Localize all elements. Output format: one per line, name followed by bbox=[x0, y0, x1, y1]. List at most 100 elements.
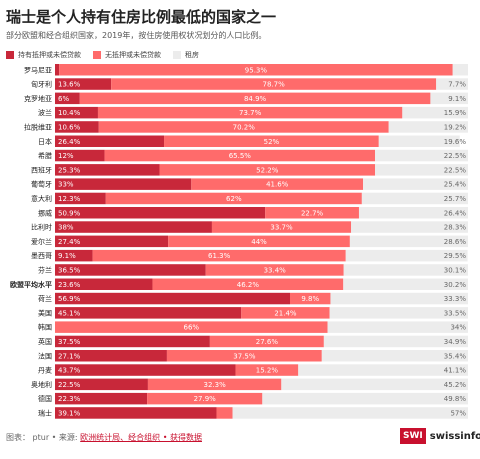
bar-segment-rent bbox=[361, 192, 468, 205]
category-label: 克罗地亚 bbox=[24, 94, 52, 103]
category-label: 西班牙 bbox=[31, 165, 52, 174]
bar-row: 法国 27.1% 37.5% 35.4% bbox=[38, 350, 468, 362]
bar-value-label: 32.3% bbox=[203, 381, 226, 389]
bar-value-label: 33% bbox=[58, 181, 74, 189]
bar-segment-owned-no-mortgage bbox=[97, 106, 403, 119]
bar-segment-rent bbox=[298, 364, 468, 376]
category-label: 爱尔兰 bbox=[31, 237, 52, 246]
bar-segment-owned-no-mortgage bbox=[164, 135, 379, 147]
bar-segment-owned-no-mortgage bbox=[159, 164, 376, 176]
bar-segment-owned-with-mortgage bbox=[55, 378, 148, 391]
bar-value-label: 56.9% bbox=[58, 295, 81, 303]
bar-value-label: 22.5% bbox=[444, 152, 467, 160]
bar-segment-owned-no-mortgage bbox=[104, 149, 376, 162]
bar-value-label: 61.3% bbox=[208, 252, 231, 260]
bar-segment-rent bbox=[345, 249, 468, 262]
bar-segment-rent bbox=[452, 64, 468, 76]
category-label: 拉脱维亚 bbox=[24, 122, 52, 131]
bar-value-label: 26.4% bbox=[444, 209, 467, 217]
legend-label-no-mortgage: 无抵押或未偿贷款 bbox=[105, 51, 161, 59]
category-label: 奥地利 bbox=[31, 380, 52, 389]
bar-segment-owned-with-mortgage bbox=[55, 392, 148, 405]
bar-segment-rent bbox=[343, 278, 468, 290]
category-label: 丹麦 bbox=[38, 366, 52, 375]
category-label: 欧盟平均水平 bbox=[10, 280, 52, 289]
category-label: 韩国 bbox=[38, 323, 52, 332]
category-label: 波兰 bbox=[38, 108, 52, 117]
bar-segment-owned-no-mortgage bbox=[105, 192, 362, 205]
bar-segment-owned-no-mortgage bbox=[147, 392, 263, 405]
bar-segment-rent bbox=[363, 178, 468, 190]
bar-value-label: 43.7% bbox=[58, 367, 81, 375]
bar-row: 英国 37.5% 27.6% 34.9% bbox=[38, 335, 468, 348]
bar-segment-owned-no-mortgage bbox=[92, 249, 346, 262]
footer-credit: 图表： ptur • 来源: bbox=[6, 433, 81, 442]
bar-value-label: 84.9% bbox=[244, 95, 267, 103]
bar-value-label: 23.6% bbox=[58, 281, 81, 289]
bar-value-label: 7.7% bbox=[448, 81, 466, 89]
bar-value-label: 57% bbox=[450, 409, 466, 417]
category-label: 意大利 bbox=[31, 194, 52, 203]
bar-value-label: 38% bbox=[58, 224, 74, 232]
bar-row: 欧盟平均水平 23.6% 46.2% 30.2% bbox=[10, 278, 468, 290]
bar-value-label: 65.5% bbox=[229, 152, 252, 160]
bar-value-label: 27.9% bbox=[194, 395, 217, 403]
bar-row: 芬兰 36.5% 33.4% 30.1% bbox=[38, 264, 468, 276]
bar-value-label: 6% bbox=[58, 95, 69, 103]
bar-row: 西班牙 25.3% 52.2% 22.5% bbox=[31, 164, 468, 176]
legend-item-mortgage: 持有抵押或未偿贷款 bbox=[6, 50, 81, 60]
bar-segment-rent bbox=[358, 207, 468, 219]
bar-value-label: 21.4% bbox=[274, 309, 297, 317]
bar-segment-owned-with-mortgage bbox=[55, 235, 169, 248]
bar-row: 墨西哥 9.1% 61.3% 29.5% bbox=[31, 249, 468, 262]
bar-value-label: 33.5% bbox=[444, 309, 467, 317]
swissinfo-logo[interactable]: SWI swissinfo.ch bbox=[400, 428, 480, 444]
bar-segment-owned-with-mortgage bbox=[55, 249, 93, 262]
category-label: 美国 bbox=[38, 308, 52, 317]
bar-segment-rent bbox=[375, 149, 468, 162]
bar-value-label: 22.7% bbox=[301, 209, 324, 217]
bar-segment-owned-with-mortgage bbox=[55, 164, 160, 176]
bar-row: 爱尔兰 27.4% 44% 28.6% bbox=[31, 235, 468, 248]
category-label: 匈牙利 bbox=[31, 80, 52, 89]
bar-value-label: 44% bbox=[251, 238, 267, 246]
footer-source-link[interactable]: 欧洲统计局、经合组织 • 获得数据 bbox=[80, 433, 202, 442]
category-label: 荷兰 bbox=[38, 294, 52, 303]
bar-segment-owned-no-mortgage bbox=[152, 278, 344, 290]
bar-segment-owned-no-mortgage bbox=[211, 221, 352, 233]
bar-value-label: 50.9% bbox=[58, 209, 81, 217]
category-label: 墨西哥 bbox=[31, 252, 52, 260]
bar-segment-owned-with-mortgage bbox=[55, 407, 217, 419]
bar-segment-owned-with-mortgage bbox=[55, 207, 266, 219]
category-label: 罗马尼亚 bbox=[24, 66, 52, 74]
bar-segment-owned-with-mortgage bbox=[55, 106, 98, 119]
bar-value-label: 9.1% bbox=[448, 95, 466, 103]
bar-row: 波兰 10.4% 73.7% 15.9% bbox=[38, 106, 468, 119]
category-label: 英国 bbox=[38, 337, 52, 346]
bar-value-label: 45.2% bbox=[444, 381, 467, 389]
bar-segment-owned-no-mortgage bbox=[235, 364, 299, 376]
bar-row: 希腊 12% 65.5% 22.5% bbox=[38, 149, 468, 162]
legend-swatch-no-mortgage bbox=[93, 51, 101, 59]
bar-row: 瑞士 39.1% 57% bbox=[38, 407, 468, 419]
bar-segment-owned-no-mortgage bbox=[111, 78, 437, 90]
bar-row: 挪威 50.9% 22.7% 26.4% bbox=[38, 207, 468, 219]
bar-value-label: 33.3% bbox=[444, 295, 467, 303]
bar-row: 日本 26.4% 52% 19.6% bbox=[38, 135, 466, 147]
bar-value-label: 29.5% bbox=[444, 252, 467, 260]
bar-value-label: 9.1% bbox=[58, 252, 76, 260]
bar-segment-owned-with-mortgage bbox=[55, 335, 210, 348]
bar-value-label: 27.4% bbox=[58, 238, 81, 246]
bar-segment-owned-no-mortgage bbox=[147, 378, 282, 391]
category-label: 芬兰 bbox=[38, 265, 52, 274]
bar-segment-owned-no-mortgage bbox=[216, 407, 233, 419]
bar-value-label: 26.4% bbox=[58, 138, 81, 146]
bar-row: 罗马尼亚 95.3% bbox=[24, 64, 468, 76]
bar-segment-rent bbox=[349, 235, 468, 248]
bar-value-label: 27.1% bbox=[58, 352, 81, 360]
bar-row: 奥地利 22.5% 32.3% 45.2% bbox=[31, 378, 468, 391]
bar-value-label: 19.2% bbox=[444, 123, 467, 131]
bar-segment-rent bbox=[378, 135, 460, 147]
chart-subtitle: 部分欧盟和经合组织国家，2019年，按住房使用权状况划分的人口比例。 bbox=[6, 31, 267, 40]
bar-segment-rent bbox=[329, 307, 468, 319]
